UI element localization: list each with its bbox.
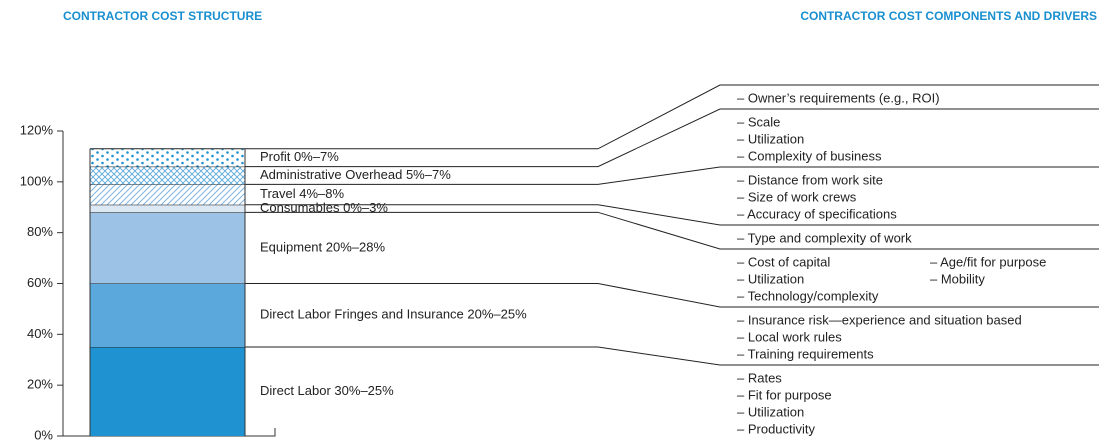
driver-item: – Distance from work site — [737, 172, 883, 187]
driver-item: – Productivity — [737, 421, 816, 436]
y-tick-label: 0% — [34, 427, 53, 442]
segment-label: Travel 4%–8% — [260, 186, 344, 201]
driver-item: – Local work rules — [737, 329, 842, 344]
driver-item: – Owner’s requirements (e.g., ROI) — [737, 90, 940, 105]
driver-item: – Utilization — [737, 271, 804, 286]
bar-segment — [90, 212, 245, 284]
segment-label: Consumables 0%–3% — [260, 200, 388, 215]
driver-item: – Technology/complexity — [737, 288, 879, 303]
y-tick-label: 80% — [27, 224, 53, 239]
y-tick-label: 40% — [27, 326, 53, 341]
driver-item: – Complexity of business — [737, 148, 882, 163]
driver-item: – Utilization — [737, 404, 804, 419]
driver-item: – Accuracy of specifications — [737, 206, 897, 221]
segment-label: Administrative Overhead 5%–7% — [260, 167, 451, 182]
bar-segment — [90, 148, 245, 167]
driver-item: – Insurance risk—experience and situatio… — [737, 312, 1022, 327]
driver-item: – Training requirements — [737, 346, 874, 361]
segment-label: Equipment 20%–28% — [260, 239, 385, 254]
driver-item: – Cost of capital — [737, 254, 830, 269]
driver-item: – Scale — [737, 114, 780, 129]
segment-label: Profit 0%–7% — [260, 149, 339, 164]
y-tick-label: 20% — [27, 377, 53, 392]
drivers-title: CONTRACTOR COST COMPONENTS AND DRIVERS — [800, 9, 1097, 23]
driver-item: – Rates — [737, 370, 782, 385]
bar-segment — [90, 184, 245, 205]
connector — [90, 84, 1099, 150]
chart-title: CONTRACTOR COST STRUCTURE — [63, 9, 262, 23]
driver-item: – Size of work crews — [737, 189, 857, 204]
bar-segment — [90, 347, 245, 436]
segment-label: Direct Labor Fringes and Insurance 20%–2… — [260, 307, 527, 322]
driver-item: – Utilization — [737, 131, 804, 146]
driver-item: – Mobility — [930, 271, 985, 286]
bar-segment — [90, 204, 245, 213]
y-tick-label: 60% — [27, 275, 53, 290]
bar-segment — [90, 283, 245, 348]
driver-item: – Fit for purpose — [737, 387, 832, 402]
y-tick-label: 100% — [20, 173, 54, 188]
driver-item: – Age/fit for purpose — [930, 254, 1046, 269]
segment-label: Direct Labor 30%–25% — [260, 383, 394, 398]
driver-item: – Type and complexity of work — [737, 230, 912, 245]
bar-segment — [90, 166, 245, 185]
y-tick-label: 120% — [20, 122, 54, 137]
